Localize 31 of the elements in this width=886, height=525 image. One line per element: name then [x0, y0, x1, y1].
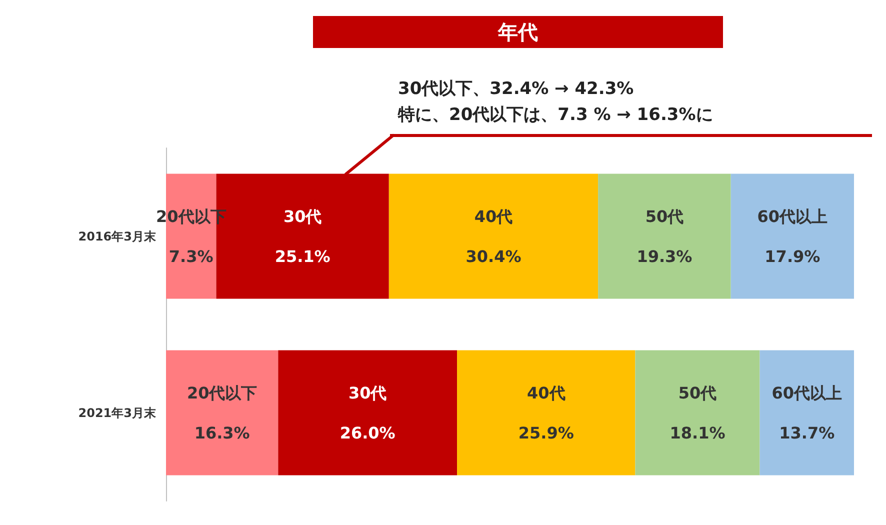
- bar: [388, 174, 598, 299]
- bar: [457, 350, 636, 476]
- chart-title: 年代: [497, 20, 538, 44]
- series-label: 40代: [474, 206, 513, 226]
- text: 40代: [526, 383, 566, 402]
- text: 30代以下、32.4% → 42.3% 特に、20代以下は、7.3 % → 16.3%に: [397, 79, 713, 125]
- bar: [730, 174, 854, 299]
- data-label: 26.0%: [340, 423, 396, 442]
- data-label: 30.4%: [466, 246, 522, 266]
- data-label: 18.1%: [670, 423, 726, 442]
- text: 20代以下: [186, 383, 258, 402]
- series-label: 30代: [283, 206, 322, 226]
- text: 30代: [348, 383, 387, 402]
- text: 60代以上: [757, 206, 828, 226]
- text: 50代: [678, 383, 717, 402]
- bar: [598, 174, 731, 299]
- data-label: 13.7%: [779, 423, 835, 442]
- data-label: 16.3%: [194, 423, 250, 442]
- data-label: 17.9%: [764, 246, 820, 266]
- bar: [166, 350, 278, 476]
- bar: [278, 350, 458, 476]
- bar: [635, 350, 760, 476]
- bar: [760, 350, 854, 476]
- data-label: 19.3%: [636, 246, 692, 266]
- data-label: 7.3%: [168, 246, 214, 266]
- y-tick-label: 2016年3月末: [78, 229, 157, 244]
- data-label: 25.1%: [274, 246, 330, 266]
- y-tick-label: 2021年3月末: [78, 406, 157, 420]
- series-label: 50代: [645, 206, 684, 226]
- series-label: 60代以上: [772, 383, 842, 402]
- data-label: 25.9%: [518, 423, 574, 442]
